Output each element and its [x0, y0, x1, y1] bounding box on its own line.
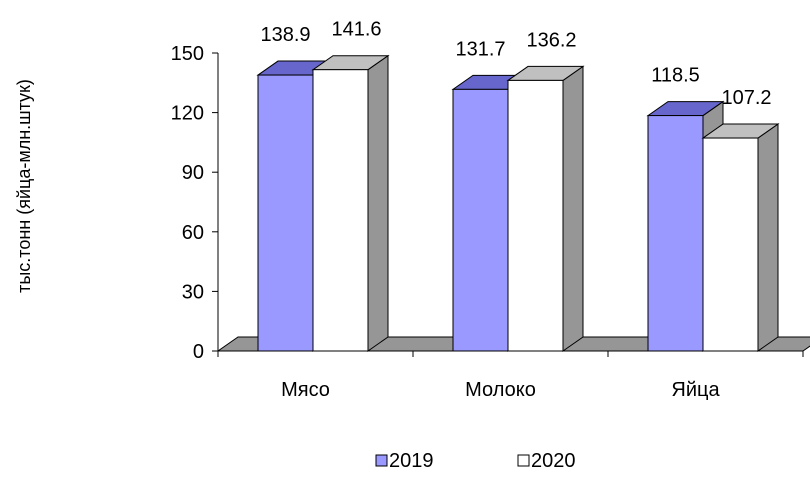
bar-side [562, 65, 584, 352]
bar-front [702, 137, 759, 352]
data-label: 138.9 [260, 24, 310, 46]
x-axis: Мясо Молоко Яйца [217, 350, 804, 401]
bar-Молоко-2020 [506, 65, 585, 352]
bar-front [647, 115, 704, 352]
y-tick-label: 150 [171, 43, 204, 65]
data-label: 141.6 [331, 19, 381, 41]
y-tick-label: 0 [193, 341, 204, 363]
legend-label: 2020 [531, 450, 576, 472]
legend-swatch [375, 454, 388, 467]
legend-swatch [517, 454, 530, 467]
data-label: 118.5 [651, 65, 700, 87]
x-category-label: Яйца [671, 379, 720, 401]
bar-front [452, 88, 509, 352]
y-tick-label: 90 [182, 162, 204, 184]
data-label: 107.2 [721, 87, 771, 109]
legend: 2019 2020 [375, 450, 576, 472]
x-category-label: Молоко [465, 379, 536, 401]
x-category-label: Мясо [281, 379, 330, 401]
legend-label: 2019 [389, 450, 434, 472]
data-label: 131.7 [455, 38, 505, 60]
y-tick-label: 60 [182, 222, 204, 244]
y-axis-title: тыс.тонн (яйца-млн.штук) [14, 79, 34, 293]
data-label: 136.2 [526, 29, 576, 51]
y-tick-label: 120 [171, 103, 204, 125]
bar-Мясо-2020 [311, 54, 390, 352]
bar-front [257, 74, 314, 352]
bar-side [757, 123, 779, 352]
bar-side [367, 54, 389, 352]
bar-Яйца-2020 [701, 123, 780, 352]
bar-front [312, 69, 369, 352]
data-labels: 138.9 141.6 131.7 136.2 118.5 107.2 [260, 19, 771, 109]
bar-front [507, 79, 564, 352]
y-tick-label: 30 [182, 281, 204, 303]
bars [256, 54, 780, 352]
y-axis: 0 30 60 90 120 150 [171, 43, 219, 363]
